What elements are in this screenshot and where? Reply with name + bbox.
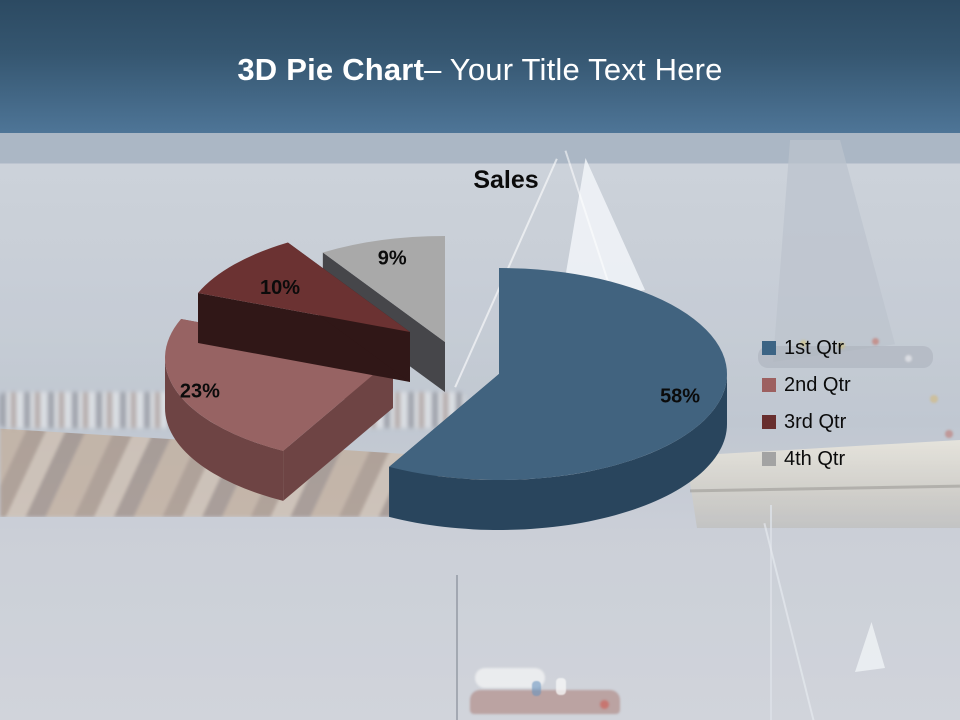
photo-crew-member <box>800 340 807 347</box>
slide-title-rest: – Your Title Text Here <box>424 51 723 87</box>
legend-label: 3rd Qtr <box>784 410 847 433</box>
legend-item: 3rd Qtr <box>762 411 851 433</box>
photo-mast-line <box>770 505 772 720</box>
legend-item: 1st Qtr <box>762 337 851 359</box>
slide-title-bold: 3D Pie Chart <box>237 51 425 87</box>
legend-item: 4th Qtr <box>762 448 851 470</box>
photo-person <box>945 430 953 438</box>
photo-sailboat-hull <box>758 346 933 368</box>
photo-boat-canopy <box>475 668 545 688</box>
legend-swatch <box>762 341 776 355</box>
legend-label: 2nd Qtr <box>784 373 851 396</box>
chart-title: Sales <box>473 166 539 194</box>
chart-legend: 1st Qtr 2nd Qtr 3rd Qtr 4th Qtr <box>762 337 851 470</box>
legend-swatch <box>762 415 776 429</box>
legend-label: 4th Qtr <box>784 447 846 470</box>
photo-concrete-pier <box>686 440 960 528</box>
legend-label: 1st Qtr <box>784 336 845 359</box>
legend-swatch <box>762 378 776 392</box>
photo-crew-member <box>872 338 879 345</box>
photo-crew-member <box>905 355 912 362</box>
photo-person <box>532 681 541 696</box>
photo-person <box>930 395 938 403</box>
photo-person <box>556 678 566 695</box>
legend-item: 2nd Qtr <box>762 374 851 396</box>
photo-buoy <box>600 700 609 709</box>
legend-swatch <box>762 452 776 466</box>
slide-header: 3D Pie Chart– Your Title Text Here <box>0 0 960 133</box>
photo-mast-line <box>456 575 458 720</box>
photo-boat-hull <box>470 690 620 714</box>
slide-title: 3D Pie Chart– Your Title Text Here <box>237 52 722 88</box>
photo-crew-member <box>838 342 845 349</box>
